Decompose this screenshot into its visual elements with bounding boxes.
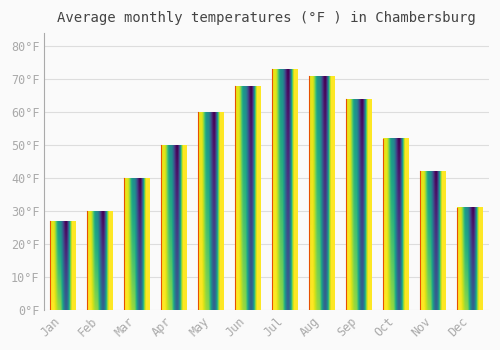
Title: Average monthly temperatures (°F ) in Chambersburg: Average monthly temperatures (°F ) in Ch… <box>58 11 476 25</box>
